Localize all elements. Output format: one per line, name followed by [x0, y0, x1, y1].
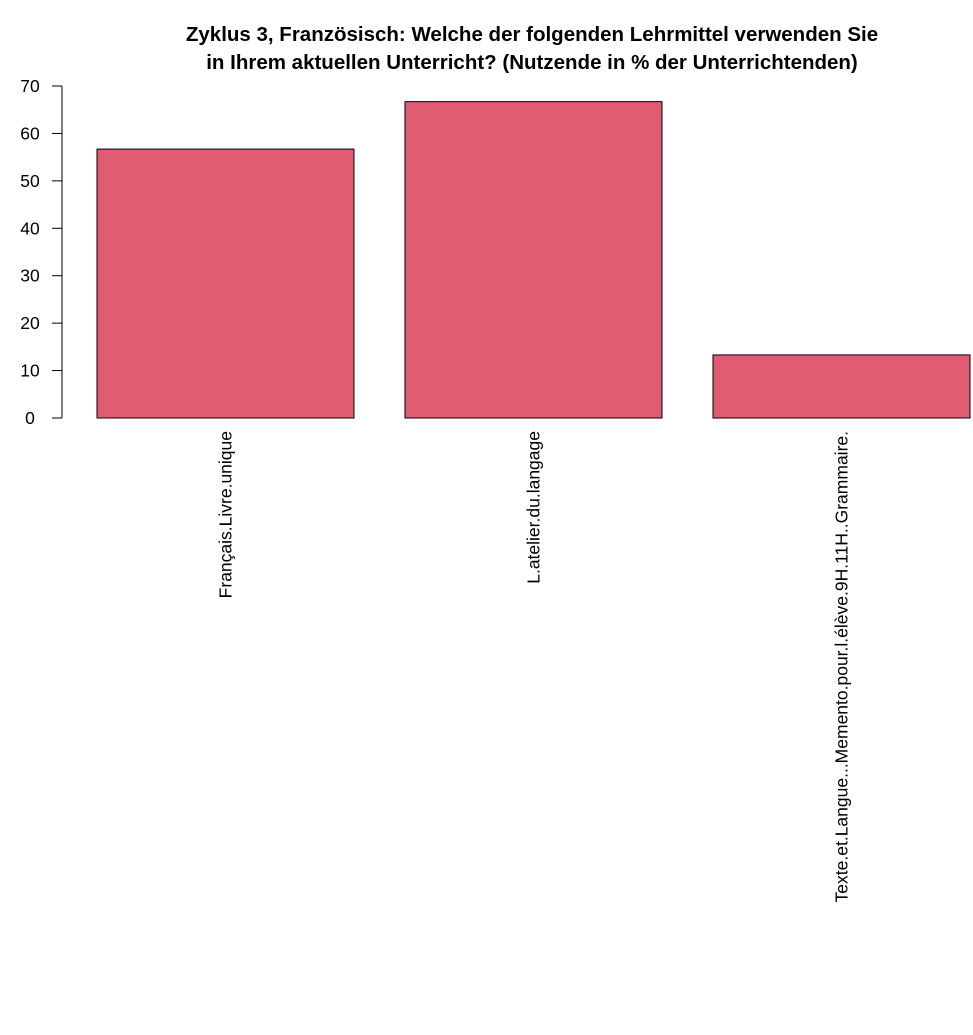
- y-tick-label: 20: [20, 313, 40, 333]
- y-tick-label: 70: [20, 76, 40, 96]
- chart-title-line-1: Zyklus 3, Französisch: Welche der folgen…: [186, 23, 878, 46]
- bars: [96, 101, 971, 419]
- bar: [96, 148, 355, 419]
- category-label: L.atelier.du.langage: [524, 431, 544, 584]
- y-tick-label: 60: [20, 123, 40, 143]
- category-labels: Français.Livre.unique L.atelier.du.langag…: [216, 431, 852, 902]
- y-axis: 0 10 20 30 40 50 60 70: [20, 76, 63, 428]
- y-tick-label: 0: [25, 408, 35, 428]
- y-tick-label: 30: [20, 266, 40, 286]
- y-tick-label: 50: [20, 171, 40, 191]
- bar: [404, 101, 663, 419]
- bar: [712, 354, 971, 419]
- y-tick-label: 40: [20, 218, 40, 238]
- chart-title-line-2: in Ihrem aktuellen Unterricht? (Nutzende…: [206, 51, 858, 74]
- category-label: Texte.et.Langue...Memento.pour.l.élève.9…: [832, 431, 852, 902]
- y-tick-label: 10: [20, 361, 40, 381]
- category-label: Français.Livre.unique: [216, 431, 236, 598]
